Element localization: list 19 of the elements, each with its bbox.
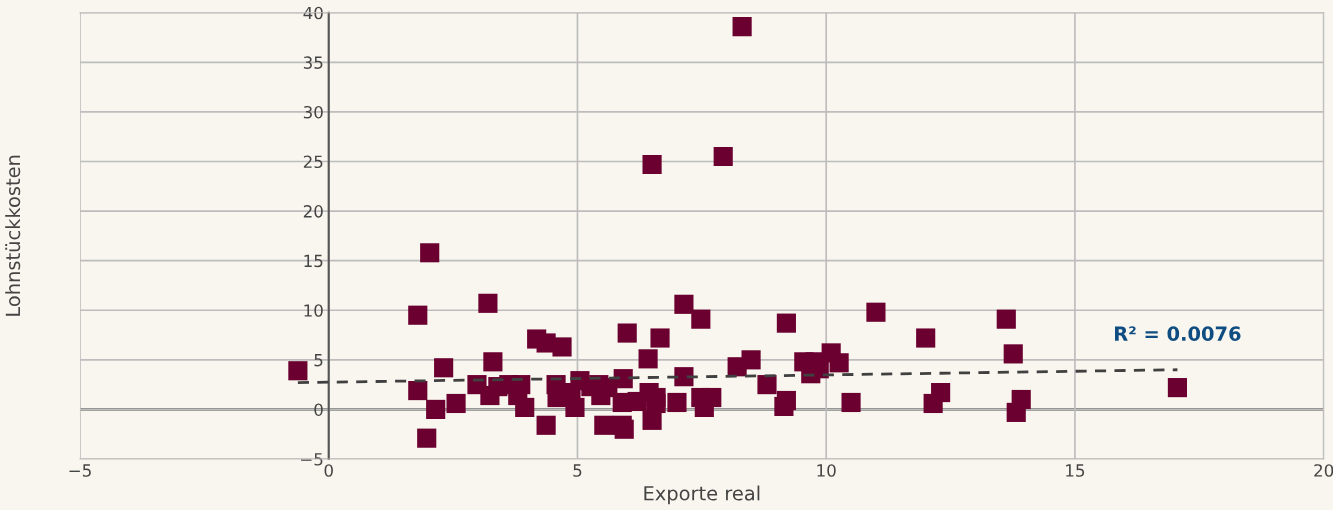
y-tick-label: 20 [303, 205, 323, 218]
y-tick-label: 25 [303, 155, 323, 169]
x-tick-label: 0 [324, 464, 333, 477]
y-tick-label: 30 [303, 105, 323, 119]
x-tick-label: −5 [69, 464, 91, 477]
annotation: R² = 0.0076 [1115, 326, 1241, 341]
x-axis-title: Exporte real [644, 485, 760, 505]
x-tick-label: 15 [1066, 464, 1085, 477]
y-tick-label: 40 [303, 6, 323, 20]
y-tick-label: 0 [314, 403, 323, 416]
y-tick-label: 15 [304, 254, 323, 268]
y-tick-label: 5 [314, 354, 323, 367]
x-tick-label: 5 [573, 464, 582, 477]
x-tick-label: 10 [817, 464, 836, 477]
y-axis-title: Lohnstückkosten [5, 155, 21, 316]
y-tick-label: 35 [303, 56, 323, 69]
y-tick-label: −5 [301, 453, 323, 466]
y-tick-label: 10 [304, 304, 323, 317]
x-tick-label: 20 [1314, 464, 1333, 477]
